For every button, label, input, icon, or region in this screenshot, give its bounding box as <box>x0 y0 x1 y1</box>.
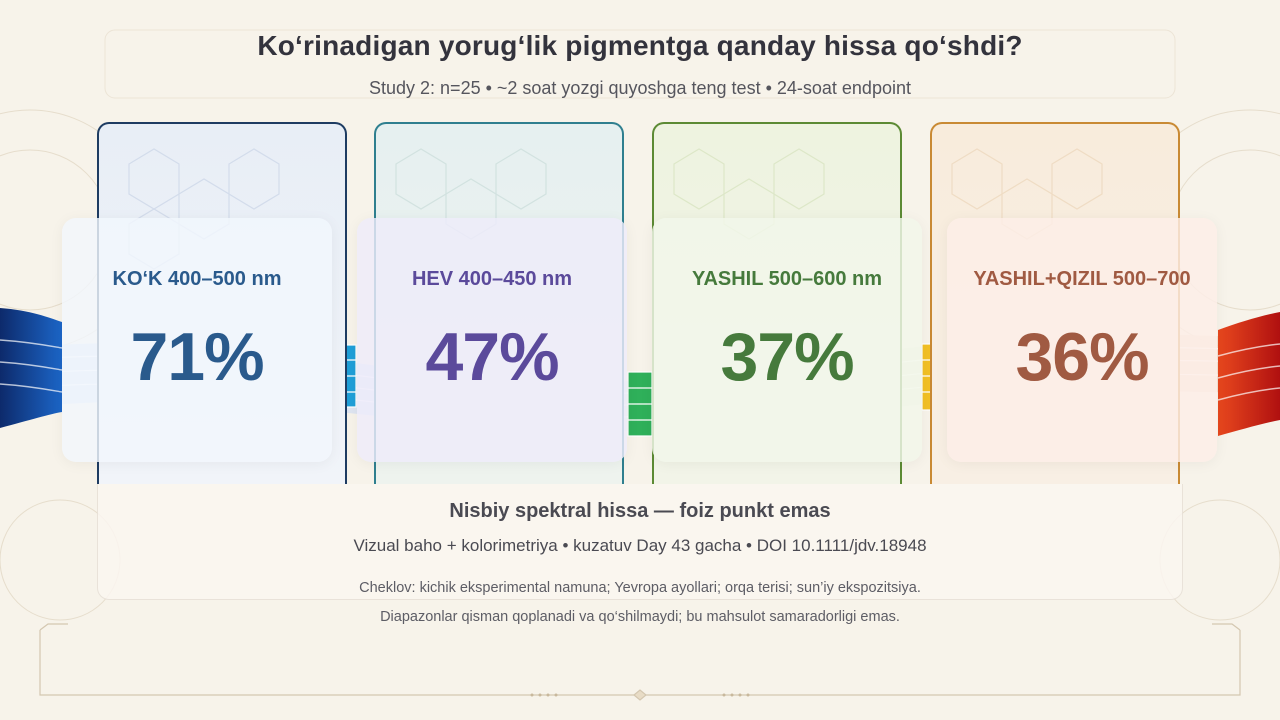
band-label: YASHIL+QIZIL 500–700 <box>973 268 1191 290</box>
band-card-green: YASHIL 500–600 nm 37% <box>652 218 922 462</box>
band-value: 37% <box>720 319 854 395</box>
band-card-blue: KO‘K 400–500 nm 71% <box>62 218 332 462</box>
band-value: 47% <box>425 319 559 395</box>
footer-heading: Nisbiy spektral hissa — foiz punkt emas <box>449 500 831 522</box>
page-title: Ko‘rinadigan yorug‘lik pigmentga qanday … <box>257 30 1023 61</box>
band-label: KO‘K 400–500 nm <box>112 268 282 290</box>
band-value: 71% <box>130 319 264 395</box>
band-card-hev: HEV 400–450 nm 47% <box>357 218 627 462</box>
disclaimer-note: Diapazonlar qisman qoplanadi va qo‘shilm… <box>380 609 900 625</box>
band-label: YASHIL 500–600 nm <box>691 268 883 290</box>
band-label: HEV 400–450 nm <box>411 268 573 290</box>
limitation-note: Cheklov: kichik eksperimental namuna; Ye… <box>359 580 921 596</box>
band-card-red: YASHIL+QIZIL 500–700 36% <box>947 218 1217 462</box>
band-value: 36% <box>1015 319 1149 395</box>
footer-method: Vizual baho + kolorimetriya • kuzatuv Da… <box>353 536 927 555</box>
page-subtitle: Study 2: n=25 • ~2 soat yozgi quyoshga t… <box>369 78 911 98</box>
footer-panel <box>97 484 1183 600</box>
